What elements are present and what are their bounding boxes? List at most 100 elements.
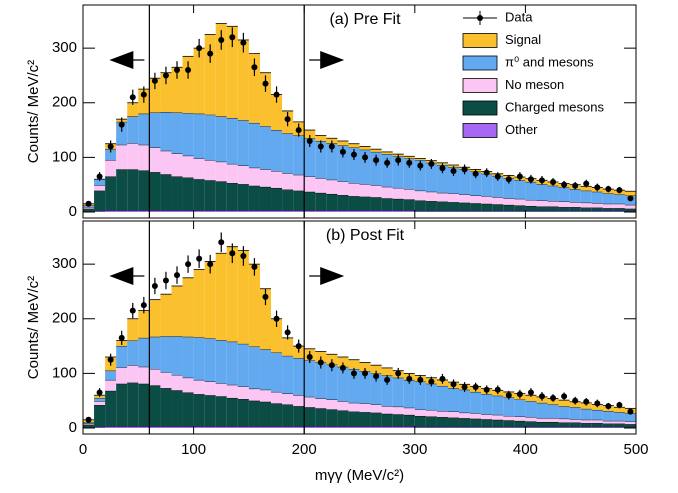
data-point bbox=[439, 375, 446, 382]
histogram-segment bbox=[137, 383, 150, 427]
histogram-segment bbox=[126, 142, 139, 170]
data-point bbox=[505, 392, 512, 399]
data-point bbox=[295, 127, 302, 134]
histogram-segment bbox=[82, 424, 95, 428]
histogram-segment bbox=[82, 423, 95, 426]
histogram-segment bbox=[480, 173, 493, 197]
histogram-segment bbox=[336, 356, 349, 368]
histogram-segment bbox=[580, 190, 593, 204]
histogram-segment bbox=[547, 185, 559, 202]
histogram-segment bbox=[215, 395, 228, 427]
data-point bbox=[538, 177, 545, 184]
histogram-segment bbox=[602, 423, 615, 428]
data-point bbox=[273, 315, 280, 322]
histogram-segment bbox=[281, 189, 294, 211]
histogram-segment bbox=[491, 196, 504, 205]
histogram-segment bbox=[613, 423, 626, 428]
histogram-segment bbox=[148, 209, 161, 213]
histogram-segment bbox=[458, 389, 471, 414]
histogram-segment bbox=[469, 391, 482, 414]
histogram-segment bbox=[303, 406, 316, 427]
histogram-segment bbox=[591, 207, 604, 212]
histogram-segment bbox=[137, 337, 150, 368]
data-point bbox=[583, 180, 590, 187]
data-point bbox=[162, 277, 169, 284]
histogram-segment bbox=[226, 384, 239, 399]
histogram-segment bbox=[480, 426, 493, 429]
histogram-segment bbox=[148, 299, 161, 338]
histogram-segment bbox=[414, 415, 427, 428]
histogram-segment bbox=[237, 209, 250, 213]
histogram-segment bbox=[381, 209, 394, 213]
data-point bbox=[118, 334, 125, 341]
data-point bbox=[317, 143, 324, 150]
histogram-segment bbox=[115, 383, 128, 427]
data-point bbox=[284, 116, 291, 123]
histogram-segment bbox=[248, 263, 261, 348]
histogram-segment bbox=[558, 187, 571, 203]
histogram-segment bbox=[580, 426, 593, 429]
plot-frame bbox=[82, 4, 637, 219]
histogram-segment bbox=[425, 191, 438, 202]
data-point bbox=[494, 173, 501, 180]
histogram-segment bbox=[348, 411, 360, 427]
histogram-segment bbox=[237, 119, 250, 166]
data-point bbox=[395, 157, 402, 164]
histogram-segment bbox=[591, 409, 604, 421]
data-point bbox=[450, 381, 457, 388]
histogram-segment bbox=[215, 425, 228, 429]
histogram-segment bbox=[624, 204, 637, 210]
data-point bbox=[284, 329, 291, 336]
histogram-segment bbox=[558, 422, 571, 428]
data-point bbox=[140, 91, 147, 98]
histogram-segment bbox=[392, 425, 405, 429]
histogram-segment bbox=[359, 425, 371, 429]
histogram-segment bbox=[558, 201, 571, 208]
histogram-segment bbox=[182, 377, 194, 393]
histogram-segment bbox=[370, 209, 383, 213]
data-point bbox=[472, 384, 479, 391]
cut-arrowhead bbox=[320, 51, 345, 69]
data-point bbox=[96, 173, 103, 180]
histogram-segment bbox=[359, 183, 371, 198]
histogram-segment bbox=[491, 426, 504, 429]
histogram-segment bbox=[325, 179, 338, 195]
histogram-segment bbox=[270, 425, 283, 429]
data-point bbox=[129, 307, 136, 314]
histogram-segment bbox=[525, 205, 537, 212]
histogram-segment bbox=[547, 206, 559, 212]
histogram-segment bbox=[447, 426, 460, 429]
histogram-segment bbox=[226, 425, 239, 429]
y-tick-label: 0 bbox=[69, 419, 77, 436]
histogram-segment bbox=[204, 338, 217, 382]
histogram-segment bbox=[525, 421, 537, 428]
histogram-segment bbox=[248, 53, 261, 124]
histogram-segment bbox=[193, 209, 206, 213]
data-point bbox=[273, 91, 280, 98]
histogram-segment bbox=[436, 416, 449, 428]
histogram-segment bbox=[536, 421, 548, 428]
x-tick-label: 100 bbox=[181, 441, 206, 458]
histogram-segment bbox=[160, 293, 172, 337]
histogram-segment bbox=[580, 408, 593, 421]
histogram-segment bbox=[248, 122, 261, 169]
histogram-segment bbox=[480, 195, 493, 205]
histogram-segment bbox=[602, 410, 615, 422]
histogram-segment bbox=[303, 191, 316, 211]
histogram-segment bbox=[115, 345, 128, 368]
histogram-segment bbox=[591, 426, 604, 429]
histogram-segment bbox=[602, 426, 615, 429]
data-point bbox=[96, 389, 103, 396]
histogram-segment bbox=[281, 337, 294, 357]
histogram-segment bbox=[447, 210, 460, 213]
data-point bbox=[339, 148, 346, 155]
histogram-segment bbox=[270, 170, 283, 189]
histogram-segment bbox=[226, 25, 239, 119]
histogram-segment bbox=[458, 202, 471, 212]
histogram-segment bbox=[613, 210, 626, 213]
histogram-segment bbox=[148, 112, 161, 148]
legend-label: Other bbox=[505, 122, 538, 137]
histogram-segment bbox=[160, 425, 172, 429]
data-point bbox=[207, 50, 214, 57]
histogram-segment bbox=[591, 419, 604, 424]
